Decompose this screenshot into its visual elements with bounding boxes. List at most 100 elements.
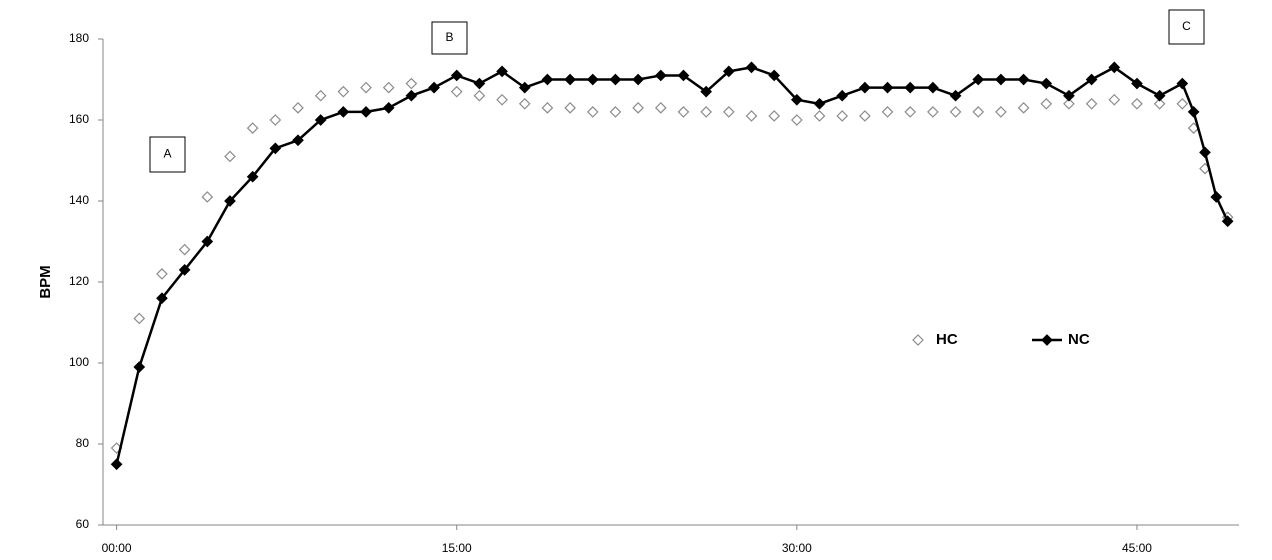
marker — [473, 77, 486, 90]
marker — [360, 81, 372, 94]
marker — [292, 134, 304, 147]
marker — [1131, 77, 1143, 90]
marker — [178, 264, 191, 276]
annotation-box — [431, 21, 468, 55]
marker — [133, 312, 146, 325]
marker — [972, 106, 985, 118]
marker — [110, 458, 123, 471]
marker — [995, 106, 1007, 118]
marker — [156, 292, 168, 305]
marker — [1017, 73, 1030, 86]
marker — [1040, 77, 1053, 90]
legend-marker — [912, 334, 924, 346]
marker — [586, 73, 599, 86]
marker — [1199, 146, 1211, 159]
marker — [1063, 97, 1075, 110]
marker — [995, 73, 1007, 86]
marker — [1108, 93, 1121, 106]
y-tick-label: 80 — [76, 436, 90, 450]
x-tick-label: 00:00 — [102, 541, 132, 555]
marker — [1153, 97, 1166, 110]
marker — [1131, 97, 1143, 110]
marker — [700, 106, 712, 118]
marker — [1176, 97, 1189, 110]
marker — [1210, 191, 1223, 203]
series-line — [115, 65, 1229, 465]
marker — [654, 102, 667, 114]
marker — [382, 81, 395, 94]
marker — [496, 93, 508, 106]
marker — [677, 69, 690, 82]
marker — [428, 81, 440, 94]
marker — [1153, 89, 1166, 102]
marker — [201, 191, 214, 203]
marker — [836, 110, 849, 122]
marker — [337, 85, 350, 98]
marker — [1221, 215, 1234, 228]
marker — [949, 89, 962, 102]
marker — [269, 142, 282, 155]
marker — [450, 69, 463, 82]
marker — [292, 102, 304, 114]
marker — [178, 243, 191, 256]
marker — [541, 73, 554, 86]
marker — [813, 110, 826, 122]
marker — [314, 89, 327, 102]
x-tick-label: 15:00 — [442, 541, 472, 555]
marker — [246, 122, 259, 134]
marker — [836, 89, 849, 102]
marker — [904, 81, 917, 94]
marker — [518, 81, 531, 94]
y-tick-label: 140 — [69, 193, 89, 207]
marker — [337, 106, 350, 118]
marker — [859, 81, 871, 94]
annotation-box — [1168, 9, 1205, 45]
annotation-box — [149, 136, 186, 173]
marker — [881, 106, 894, 118]
marker — [904, 106, 917, 118]
marker — [859, 110, 871, 122]
marker — [813, 97, 826, 110]
marker — [586, 106, 599, 118]
marker — [790, 114, 803, 126]
legend-label: HC — [936, 331, 958, 348]
y-tick-label: 60 — [76, 517, 90, 531]
legend-label: NC — [1068, 331, 1090, 348]
marker — [700, 85, 712, 98]
marker — [518, 97, 531, 110]
marker — [722, 65, 735, 78]
marker — [224, 195, 236, 207]
marker — [224, 150, 236, 163]
marker — [790, 93, 803, 106]
marker — [473, 89, 486, 102]
marker — [632, 102, 644, 114]
marker — [1085, 73, 1098, 86]
marker — [609, 106, 622, 118]
y-axis-title: BPM — [37, 265, 54, 298]
marker — [927, 106, 939, 118]
annotation: C — [1182, 19, 1191, 33]
y-tick-label: 120 — [69, 274, 89, 288]
annotation: B — [445, 30, 453, 44]
legend-marker — [1041, 334, 1053, 346]
marker — [133, 361, 146, 373]
marker — [1017, 102, 1030, 114]
marker — [745, 110, 758, 122]
marker — [405, 89, 418, 102]
marker — [246, 170, 259, 183]
marker — [1108, 61, 1121, 74]
marker — [1040, 97, 1053, 110]
x-tick-label: 45:00 — [1122, 541, 1152, 555]
y-tick-label: 180 — [69, 31, 89, 45]
marker — [360, 106, 372, 118]
marker — [768, 69, 781, 82]
marker — [745, 61, 758, 74]
marker — [269, 114, 282, 126]
marker — [972, 73, 985, 86]
marker — [927, 81, 939, 94]
marker — [541, 102, 554, 114]
marker — [654, 69, 667, 82]
marker — [881, 81, 894, 94]
x-tick-label: 30:00 — [782, 541, 812, 555]
